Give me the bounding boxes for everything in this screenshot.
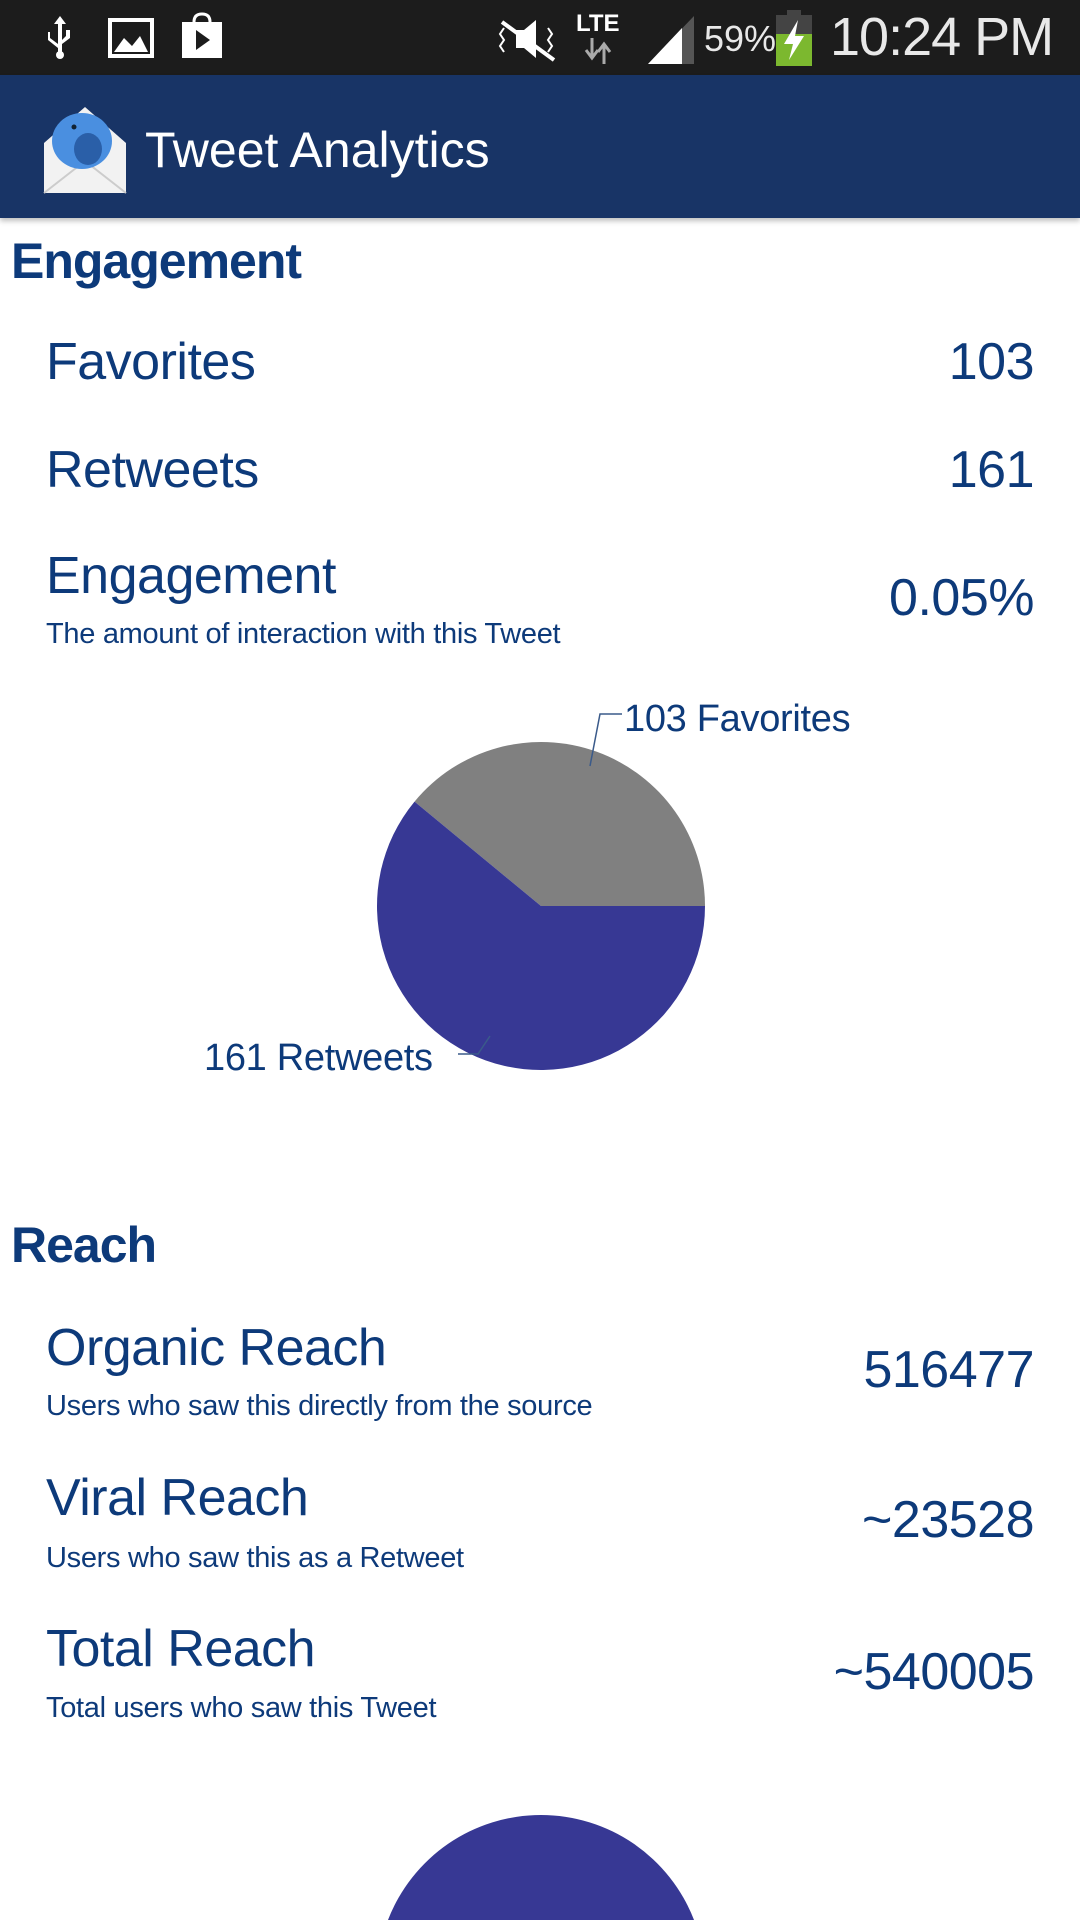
row-label: Total Reach [46, 1620, 316, 1678]
mute-vibrate-icon [498, 20, 556, 62]
row-value: 161 [948, 441, 1035, 499]
pie-slice-reach [387, 1815, 695, 1920]
pie-label-retweets: 161 Retweets [204, 1037, 433, 1079]
app-title: Tweet Analytics [145, 122, 490, 178]
battery-percent: 59% [704, 18, 777, 59]
row-label: Engagement [46, 547, 336, 605]
reach-pie-chart [387, 1815, 695, 1920]
row-label: Viral Reach [46, 1469, 309, 1527]
signal-icon [648, 16, 694, 64]
image-icon [108, 18, 154, 58]
bird-envelope-icon [43, 107, 127, 194]
row-subtitle: Total users who saw this Tweet [46, 1692, 437, 1724]
row-value: 103 [948, 333, 1035, 391]
pie-slice-favorites [414, 742, 705, 906]
status-bar: LTE 59% 10:24 PM [0, 0, 1080, 75]
pie-label-favorites: 103 Favorites [624, 698, 851, 740]
row-value: ~540005 [833, 1643, 1035, 1701]
clock: 10:24 PM [830, 7, 1054, 67]
battery-charging-icon [776, 10, 812, 66]
leader-line-favorites [589, 713, 622, 767]
row-value: ~23528 [862, 1491, 1034, 1549]
pie-slice-retweets [377, 801, 705, 1070]
data-arrows-icon [584, 38, 612, 64]
row-value: 516477 [863, 1341, 1034, 1399]
row-label: Favorites [46, 333, 256, 391]
engagement-pie-chart [377, 713, 705, 1070]
row-subtitle: The amount of interaction with this Twee… [46, 618, 561, 650]
row-value: 0.05% [889, 569, 1034, 627]
play-store-icon [182, 12, 222, 58]
row-subtitle: Users who saw this as a Retweet [46, 1542, 464, 1574]
row-label: Retweets [46, 441, 259, 499]
section-heading-engagement: Engagement [11, 233, 302, 289]
row-label: Organic Reach [46, 1319, 387, 1377]
section-heading-reach: Reach [11, 1217, 157, 1273]
usb-icon [48, 16, 70, 59]
row-subtitle: Users who saw this directly from the sou… [46, 1390, 593, 1422]
app-bar: Tweet Analytics [0, 75, 1080, 218]
lte-label: LTE [576, 10, 620, 37]
leader-line-retweets [458, 1035, 491, 1055]
